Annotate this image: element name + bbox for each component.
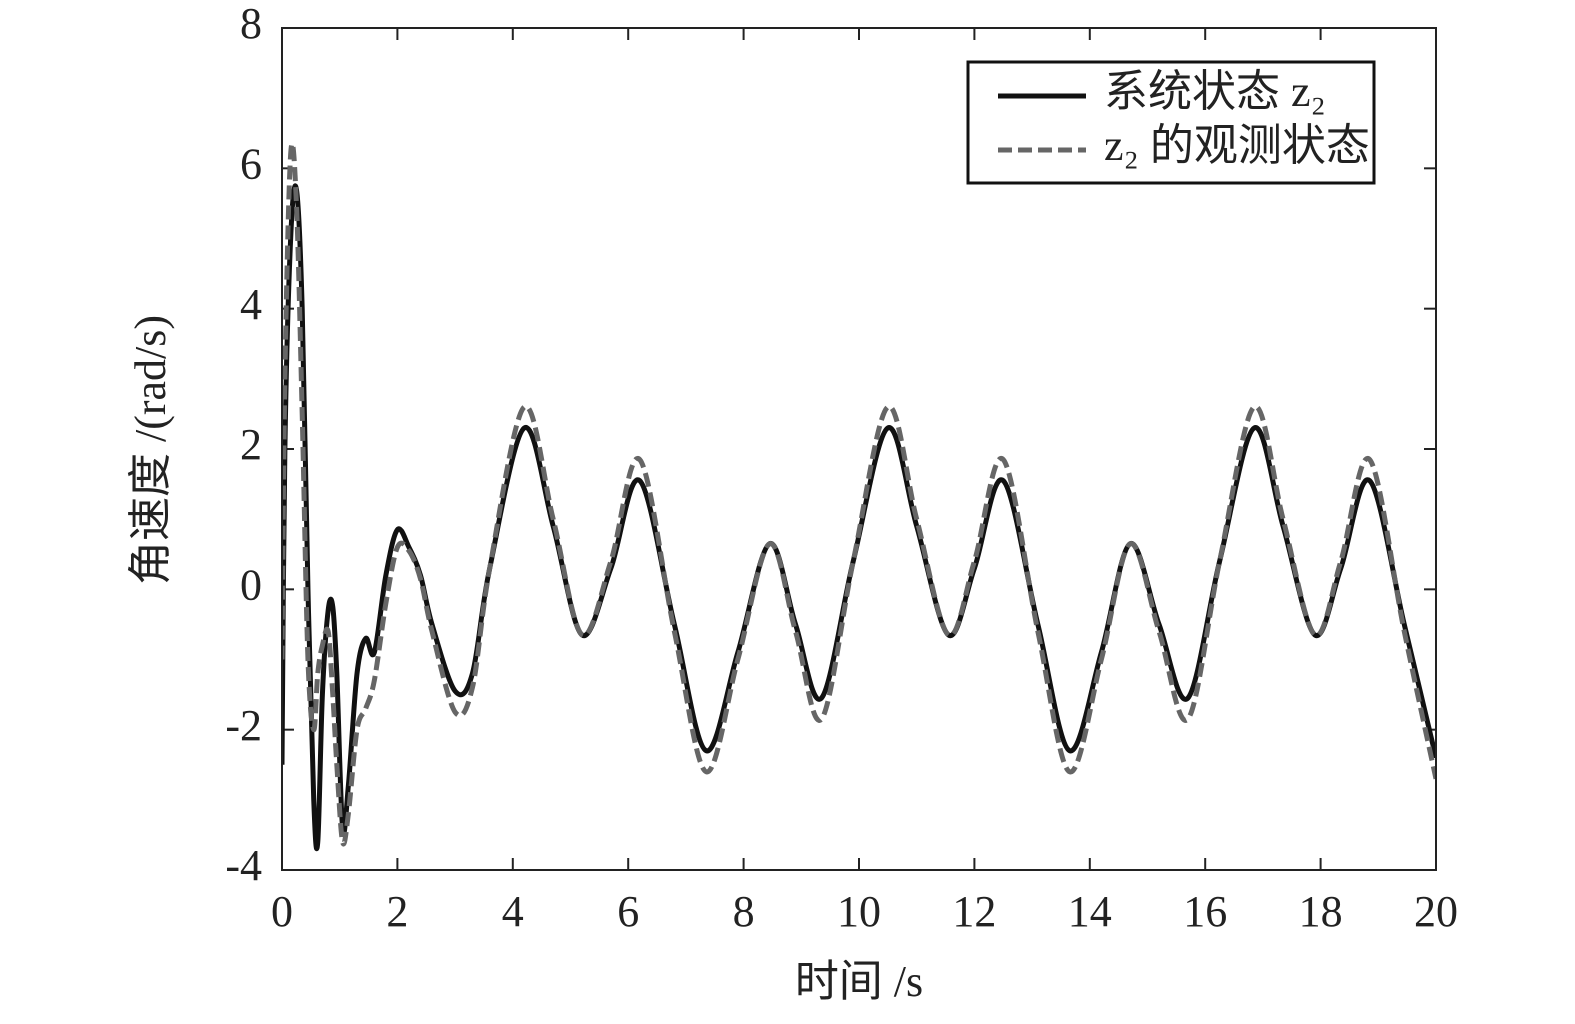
x-tick-label: 8 <box>733 887 755 936</box>
y-tick-label: 8 <box>240 0 262 48</box>
y-axis-label: 角速度 /(rad/s) <box>126 315 175 585</box>
x-tick-label: 14 <box>1068 887 1112 936</box>
legend-box <box>966 60 1376 185</box>
y-tick-label: 0 <box>240 560 262 609</box>
x-tick-label: 0 <box>271 887 293 936</box>
x-tick-label: 10 <box>837 887 881 936</box>
x-tick-label: 18 <box>1299 887 1343 936</box>
x-tick-label: 4 <box>502 887 524 936</box>
plot-frame <box>281 27 1437 871</box>
x-axis-label: 时间 /s <box>795 957 923 1006</box>
series-line <box>282 141 1436 847</box>
y-tick-label: -2 <box>225 701 262 750</box>
y-tick-label: 2 <box>240 420 262 469</box>
x-tick-label: 16 <box>1183 887 1227 936</box>
y-tick-label: 4 <box>240 280 262 329</box>
x-tick-label: 6 <box>617 887 639 936</box>
legend-label: z₂ 的观测状态 <box>1104 121 1370 170</box>
x-tick-label: 2 <box>386 887 408 936</box>
series-line <box>282 183 1436 852</box>
x-tick-label: 20 <box>1414 887 1458 936</box>
y-tick-label: 6 <box>240 139 262 188</box>
y-tick-label: -4 <box>225 841 262 890</box>
x-tick-label: 12 <box>952 887 996 936</box>
legend-label: 系统状态 z₂ <box>1104 67 1326 116</box>
